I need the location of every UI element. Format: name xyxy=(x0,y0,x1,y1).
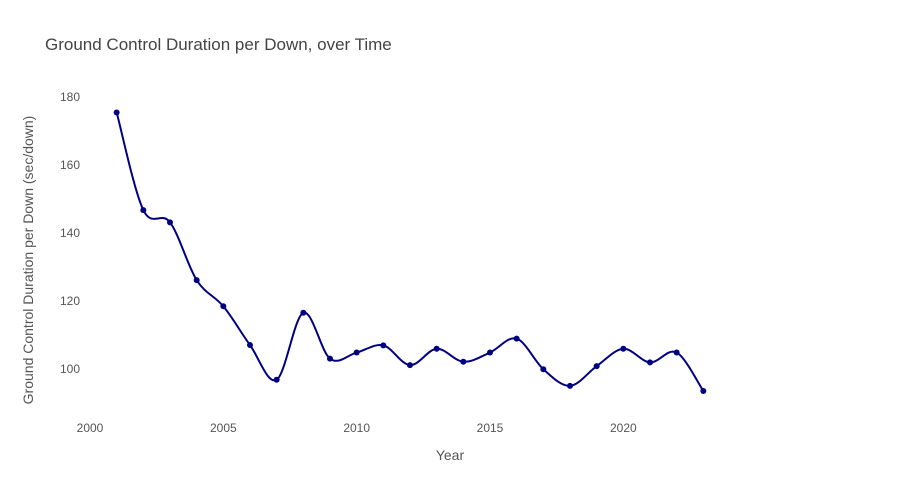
chart-title: Ground Control Duration per Down, over T… xyxy=(45,35,392,54)
y-tick-label: 140 xyxy=(60,226,80,240)
data-point[interactable] xyxy=(273,376,280,383)
x-axis: 2000 2005 2010 2015 2020 xyxy=(77,421,637,435)
series-layer xyxy=(113,109,707,394)
y-tick-label: 180 xyxy=(60,90,80,104)
y-axis: 100 120 140 160 180 xyxy=(60,90,80,376)
data-point[interactable] xyxy=(673,349,680,356)
x-tick-label: 2005 xyxy=(210,421,237,435)
y-tick-label: 120 xyxy=(60,294,80,308)
y-tick-label: 160 xyxy=(60,158,80,172)
data-point[interactable] xyxy=(407,362,413,369)
x-tick-label: 2015 xyxy=(477,421,504,435)
x-tick-label: 2000 xyxy=(77,421,104,435)
data-point[interactable] xyxy=(353,349,360,356)
data-point[interactable] xyxy=(513,335,520,342)
data-point[interactable] xyxy=(327,355,333,362)
data-point[interactable] xyxy=(593,363,600,370)
data-point[interactable] xyxy=(700,387,707,394)
data-point[interactable] xyxy=(193,277,200,284)
data-point[interactable] xyxy=(247,342,253,349)
data-point[interactable] xyxy=(140,207,147,214)
series-line xyxy=(115,112,705,392)
y-tick-label: 100 xyxy=(60,362,80,376)
data-point[interactable] xyxy=(460,358,467,365)
data-point[interactable] xyxy=(433,345,440,352)
data-point[interactable] xyxy=(300,309,307,316)
x-tick-label: 2010 xyxy=(343,421,370,435)
y-axis-title: Ground Control Duration per Down (sec/do… xyxy=(20,116,36,405)
data-point[interactable] xyxy=(220,303,227,310)
data-point[interactable] xyxy=(380,342,387,349)
x-tick-label: 2020 xyxy=(610,421,637,435)
data-point[interactable] xyxy=(113,109,120,116)
data-point[interactable] xyxy=(620,345,627,352)
data-point[interactable] xyxy=(167,219,173,226)
data-point[interactable] xyxy=(647,359,653,366)
x-axis-title: Year xyxy=(436,447,465,463)
data-point[interactable] xyxy=(540,366,547,373)
data-point[interactable] xyxy=(567,382,573,389)
data-point[interactable] xyxy=(487,349,493,356)
